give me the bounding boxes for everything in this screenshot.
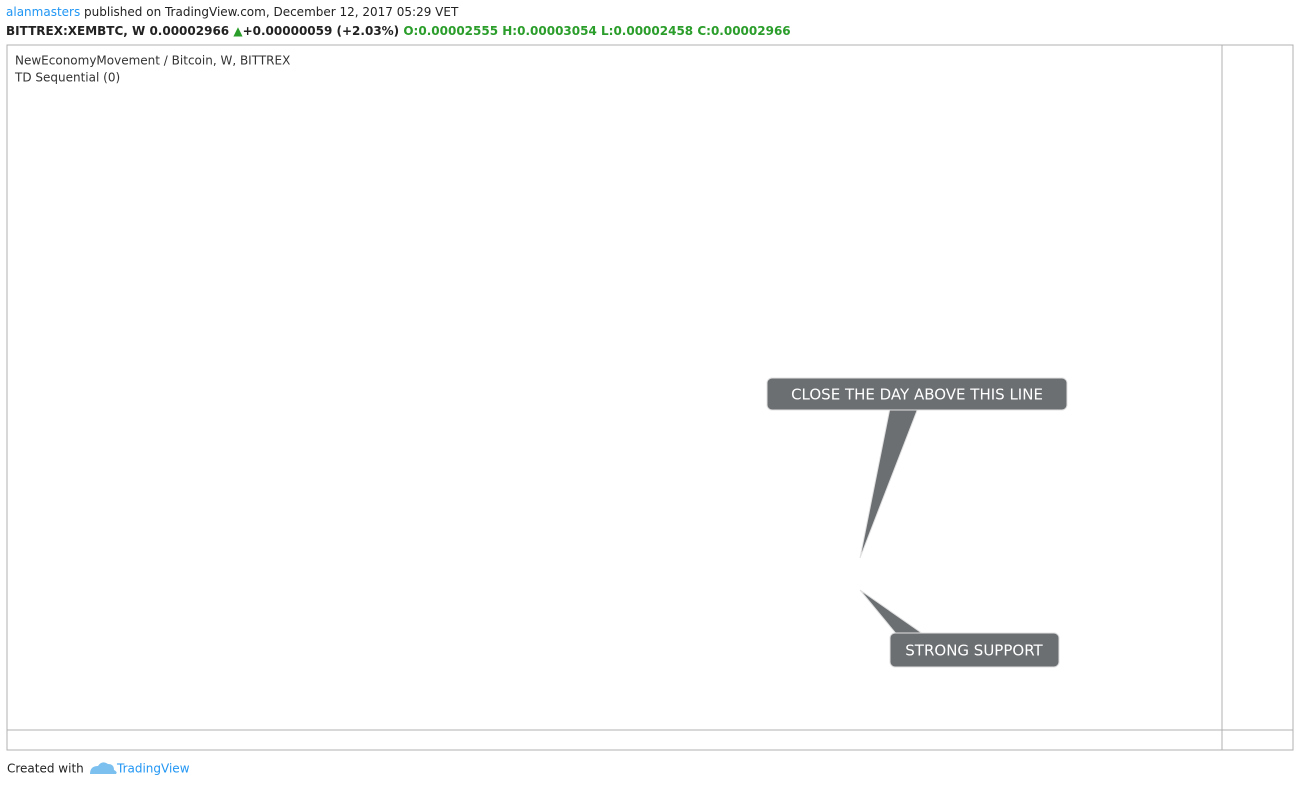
- header: alanmasters published on TradingView.com…: [6, 3, 791, 41]
- quote-line: BITTREX:XEMBTC, W 0.00002966 ▲+0.0000005…: [6, 22, 791, 41]
- logo: [90, 762, 117, 774]
- footer-brand[interactable]: TradingView: [116, 762, 190, 776]
- frame: [6, 44, 1294, 751]
- high: H:0.00003054: [502, 24, 597, 38]
- callout-pointer: [859, 407, 919, 559]
- change: +0.00000059 (+2.03%): [242, 24, 400, 38]
- callout-box: [766, 377, 1068, 411]
- close: C:0.00002966: [697, 24, 791, 38]
- footer-created: Created with: [7, 762, 84, 776]
- callout-pointer: [859, 589, 928, 637]
- low: L:0.00002458: [601, 24, 694, 38]
- open: O:0.00002555: [403, 24, 499, 38]
- published: published on TradingView.com, December 1…: [84, 5, 459, 19]
- indicator-name: TD Sequential (0): [14, 71, 120, 85]
- callout-text: STRONG SUPPORT: [905, 642, 1043, 660]
- author[interactable]: alanmasters: [6, 5, 81, 19]
- publish-line: alanmasters published on TradingView.com…: [6, 3, 791, 22]
- up-arrow: ▲: [233, 24, 243, 38]
- symbol: BITTREX:XEMBTC, W: [6, 24, 146, 38]
- callout-box: [889, 632, 1060, 668]
- callout-text: CLOSE THE DAY ABOVE THIS LINE: [791, 386, 1043, 404]
- chart-title: NewEconomyMovement / Bitcoin, W, BITTREX: [15, 54, 290, 68]
- last: 0.00002966: [149, 24, 230, 38]
